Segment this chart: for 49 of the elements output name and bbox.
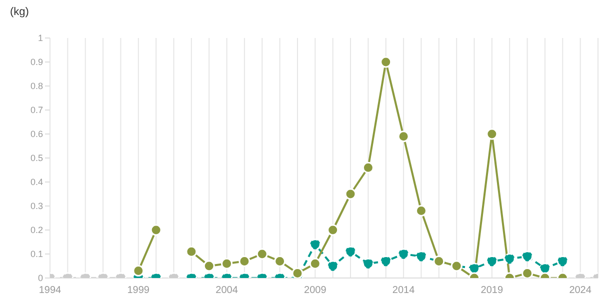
point — [292, 267, 304, 278]
point — [362, 162, 374, 174]
point — [327, 260, 339, 272]
point — [274, 255, 286, 267]
y-tick-label: 0.3 — [30, 201, 43, 212]
point — [344, 188, 356, 200]
y-tick-label: 0.8 — [30, 81, 43, 92]
y-axis-title: (kg) — [10, 6, 29, 18]
y-tick-label: 0.6 — [30, 129, 43, 140]
point — [309, 258, 321, 270]
point — [132, 265, 144, 277]
y-tick-label: 1 — [38, 33, 43, 44]
y-tick-label: 0 — [38, 273, 43, 284]
point — [362, 258, 374, 270]
point — [522, 250, 534, 262]
point — [256, 248, 268, 260]
y-tick-label: 0.2 — [30, 225, 43, 236]
x-tick-label: 2019 — [480, 285, 504, 296]
point — [415, 250, 427, 262]
point — [539, 262, 551, 274]
point — [309, 238, 321, 250]
y-tick-label: 0.4 — [30, 177, 43, 188]
point — [504, 253, 516, 265]
point — [380, 255, 392, 267]
x-tick-label: 2004 — [216, 285, 238, 296]
point — [238, 255, 250, 267]
y-tick-label: 0.1 — [30, 249, 43, 260]
point — [203, 260, 215, 272]
point — [486, 128, 498, 140]
x-tick-label: 2009 — [304, 285, 327, 296]
point — [398, 130, 410, 142]
y-tick-label: 0.5 — [30, 153, 43, 164]
x-tick-label: 2014 — [392, 285, 416, 296]
point — [468, 262, 480, 274]
point — [486, 255, 498, 267]
point — [398, 248, 410, 260]
point — [556, 255, 568, 267]
point — [344, 246, 356, 258]
point — [327, 224, 339, 236]
x-tick-label: 1994 — [38, 285, 62, 296]
point — [221, 258, 233, 270]
point — [380, 56, 392, 68]
point — [150, 224, 162, 236]
y-tick-label: 0.7 — [30, 105, 43, 116]
y-tick-label: 0.9 — [30, 57, 43, 68]
x-tick-label: 2024 — [569, 285, 592, 296]
point — [186, 246, 198, 258]
x-tick-label: 1999 — [127, 285, 150, 296]
point — [522, 267, 534, 278]
